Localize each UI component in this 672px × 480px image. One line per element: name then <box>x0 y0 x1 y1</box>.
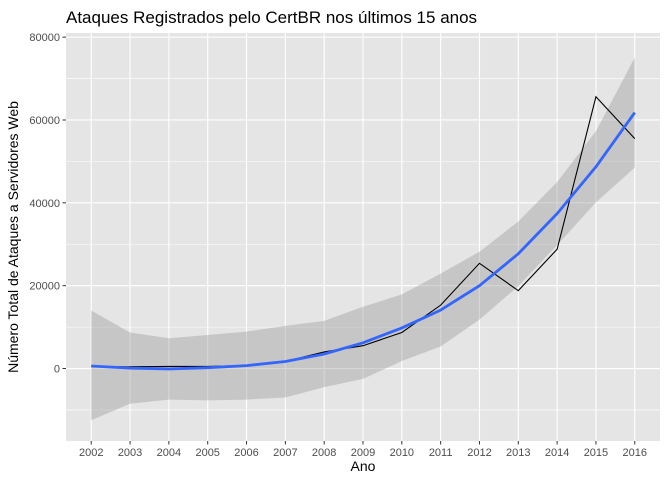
x-tick-label: 2009 <box>351 447 375 459</box>
y-axis-ticks: 0 20000 40000 60000 80000 <box>29 32 66 376</box>
x-tick-label: 2013 <box>506 447 530 459</box>
x-tick-label: 2003 <box>118 447 142 459</box>
y-tick-label: 20000 <box>29 281 60 293</box>
y-tick-label: 0 <box>54 364 60 376</box>
x-tick-label: 2010 <box>390 447 414 459</box>
y-tick-label: 40000 <box>29 198 60 210</box>
x-tick-label: 2008 <box>312 447 336 459</box>
x-tick-label: 2015 <box>584 447 608 459</box>
y-axis-title: Número Total de Ataques a Servidores Web <box>5 101 21 373</box>
y-tick-label: 60000 <box>29 115 60 127</box>
smooth-trend-line <box>91 111 636 371</box>
x-tick-label: 2002 <box>79 447 103 459</box>
x-tick-label: 2016 <box>623 447 647 459</box>
x-tick-label: 2014 <box>545 447 569 459</box>
observed-series-line <box>91 95 636 368</box>
x-tick-label: 2007 <box>273 447 297 459</box>
x-axis-title: Ano <box>351 458 376 474</box>
chart-title: Ataques Registrados pelo CertBR nos últi… <box>66 8 477 27</box>
x-tick-label: 2004 <box>157 447 181 459</box>
x-axis-ticks: 2002 2003 2004 2005 2006 2007 2008 2009 2010 2011… <box>79 441 647 459</box>
x-tick-label: 2012 <box>467 447 491 459</box>
x-tick-label: 2005 <box>195 447 219 459</box>
y-tick-label: 80000 <box>29 32 60 44</box>
confidence-band <box>91 57 635 421</box>
x-tick-label: 2006 <box>234 447 258 459</box>
major-gridlines <box>66 33 660 441</box>
x-tick-label: 2011 <box>429 447 453 459</box>
